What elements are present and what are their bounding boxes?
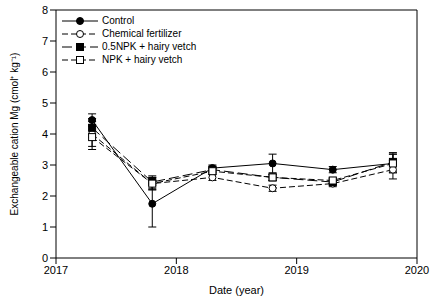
svg-text:2: 2 [42, 190, 48, 202]
svg-text:Date (year): Date (year) [209, 284, 264, 296]
svg-text:5: 5 [42, 97, 48, 109]
svg-text:Exchangeable cation Mg (cmol⁺: Exchangeable cation Mg (cmol⁺ kg⁻¹) [9, 53, 20, 216]
svg-text:2020: 2020 [405, 264, 429, 276]
svg-text:8: 8 [42, 4, 48, 16]
svg-text:2018: 2018 [164, 264, 188, 276]
svg-text:0: 0 [42, 252, 48, 264]
svg-text:2017: 2017 [44, 264, 68, 276]
svg-text:3: 3 [42, 159, 48, 171]
svg-text:2019: 2019 [284, 264, 308, 276]
svg-text:1: 1 [42, 221, 48, 233]
html-text:0.5NPK + hairy vetch: 0.5NPK + hairy vetch [102, 41, 197, 52]
html-text:Chemical fertilizer: Chemical fertilizer [102, 28, 182, 39]
svg-text:6: 6 [42, 66, 48, 78]
html-text:Control: Control [102, 15, 135, 26]
html-text:NPK + hairy vetch: NPK + hairy vetch [102, 54, 183, 65]
svg-text:4: 4 [42, 128, 48, 140]
svg-text:7: 7 [42, 35, 48, 47]
